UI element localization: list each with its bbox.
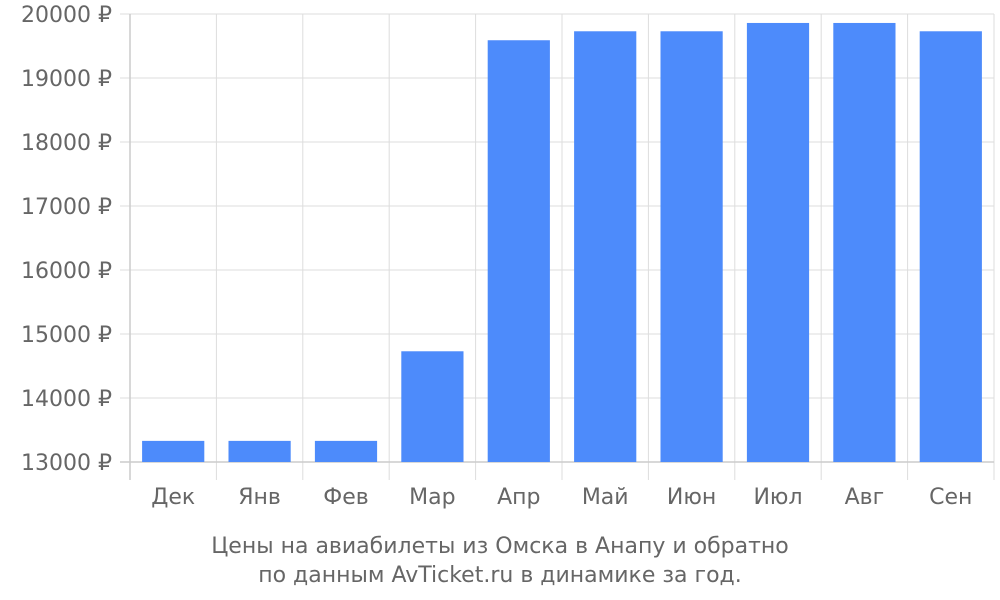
- x-tick-label: Дек: [151, 485, 195, 510]
- x-tick-label: Апр: [497, 485, 540, 510]
- x-tick-label: Июл: [753, 485, 802, 510]
- y-tick-label: 20000 ₽: [21, 3, 112, 28]
- x-tick-label: Май: [582, 485, 629, 510]
- x-tick-label: Июн: [667, 485, 716, 510]
- x-tick-label: Авг: [845, 485, 885, 510]
- bar-9: [833, 22, 896, 463]
- y-tick-label: 13000 ₽: [21, 451, 112, 476]
- y-tick-label: 19000 ₽: [21, 67, 112, 92]
- chart-caption-line-2: по данным AvTicket.ru в динамике за год.: [258, 563, 742, 588]
- y-tick-label: 18000 ₽: [21, 131, 112, 156]
- bar-6: [574, 31, 637, 463]
- x-tick-label: Фев: [323, 485, 368, 510]
- bar-chart: 13000 ₽ 14000 ₽ 15000 ₽ 16000 ₽ 17000 ₽ 18000…: [21, 3, 995, 510]
- bar-8: [746, 22, 810, 463]
- y-tick-label: 14000 ₽: [21, 387, 112, 412]
- bar-10: [919, 31, 982, 463]
- bar-1: [142, 440, 205, 462]
- x-tick-label: Янв: [238, 485, 281, 510]
- y-tick-label: 16000 ₽: [21, 259, 112, 284]
- bars: [142, 22, 982, 463]
- x-tick-label: Сен: [929, 485, 972, 510]
- bar-4: [401, 351, 464, 462]
- chart-caption-line-1: Цены на авиабилеты из Омска в Анапу и об…: [211, 534, 789, 559]
- bar-5: [487, 40, 550, 463]
- bar-7: [660, 31, 723, 463]
- y-tick-label: 15000 ₽: [21, 323, 112, 348]
- y-axis-ticks: 13000 ₽ 14000 ₽ 15000 ₽ 16000 ₽ 17000 ₽ 18000…: [21, 3, 112, 476]
- y-tick-label: 17000 ₽: [21, 195, 112, 220]
- bar-2: [228, 440, 291, 462]
- x-axis-ticks: Дек Янв Фев Мар Апр Май Июн Июл Авг Сен: [151, 485, 972, 510]
- x-tick-label: Мар: [409, 485, 455, 510]
- bar-3: [314, 440, 378, 462]
